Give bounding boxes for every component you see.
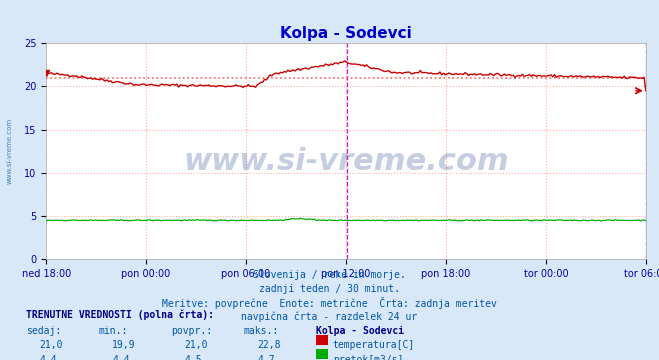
Text: navpična črta - razdelek 24 ur: navpična črta - razdelek 24 ur — [241, 311, 418, 321]
Text: 4,4: 4,4 — [40, 355, 57, 360]
Text: temperatura[C]: temperatura[C] — [333, 340, 415, 350]
Text: 21,0: 21,0 — [185, 340, 208, 350]
Text: sedaj:: sedaj: — [26, 326, 61, 336]
Text: Meritve: povprečne  Enote: metrične  Črta: zadnja meritev: Meritve: povprečne Enote: metrične Črta:… — [162, 297, 497, 309]
Text: 4,5: 4,5 — [185, 355, 202, 360]
Text: 22,8: 22,8 — [257, 340, 281, 350]
Text: 21,0: 21,0 — [40, 340, 63, 350]
Text: 4,4: 4,4 — [112, 355, 130, 360]
Text: Kolpa - Sodevci: Kolpa - Sodevci — [316, 326, 405, 336]
Title: Kolpa - Sodevci: Kolpa - Sodevci — [280, 26, 412, 41]
Text: 4,7: 4,7 — [257, 355, 275, 360]
Text: zadnji teden / 30 minut.: zadnji teden / 30 minut. — [259, 284, 400, 294]
Text: maks.:: maks.: — [244, 326, 279, 336]
Text: TRENUTNE VREDNOSTI (polna črta):: TRENUTNE VREDNOSTI (polna črta): — [26, 310, 214, 320]
Text: 19,9: 19,9 — [112, 340, 136, 350]
Text: www.si-vreme.com: www.si-vreme.com — [183, 148, 509, 176]
Text: povpr.:: povpr.: — [171, 326, 212, 336]
Text: min.:: min.: — [99, 326, 129, 336]
Text: pretok[m3/s]: pretok[m3/s] — [333, 355, 403, 360]
Text: Slovenija / reke in morje.: Slovenija / reke in morje. — [253, 270, 406, 280]
Text: www.si-vreme.com: www.si-vreme.com — [7, 118, 13, 184]
